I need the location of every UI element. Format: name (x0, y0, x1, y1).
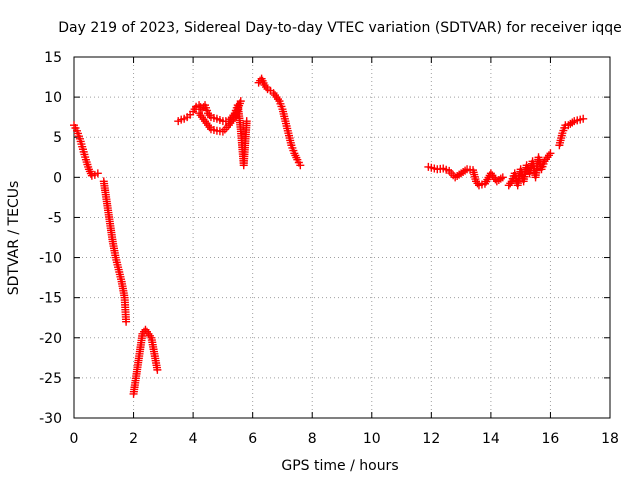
y-tick-label: -10 (39, 251, 62, 267)
data-point (93, 169, 102, 178)
y-tick-label: 10 (44, 90, 62, 106)
x-tick-label: 14 (482, 431, 500, 447)
x-tick-label: 2 (129, 431, 138, 447)
y-tick-label: -25 (39, 371, 62, 387)
y-tick-label: 15 (44, 50, 62, 66)
series-8 (504, 149, 555, 190)
plot-frame (73, 56, 611, 419)
x-tick-label: 6 (248, 431, 257, 447)
series-4 (174, 101, 251, 170)
data-points (70, 74, 588, 398)
series-9 (555, 114, 588, 150)
x-tick-label: 10 (363, 431, 381, 447)
grid-lines (74, 57, 610, 418)
y-tick-label: -15 (39, 291, 62, 307)
series-1 (70, 121, 102, 180)
data-point (579, 114, 588, 123)
data-point (498, 173, 507, 182)
y-tick-label: -30 (39, 411, 62, 427)
series-3 (129, 325, 162, 398)
x-tick-label: 18 (601, 431, 619, 447)
data-point (153, 365, 162, 374)
data-point (546, 149, 555, 158)
x-tick-label: 0 (70, 431, 79, 447)
series-5 (195, 97, 245, 136)
axis-ticks: 0 2 4 6 8 10 12 14 16 18 15 10 5 0 -5 -10 -15 -20 -25 -30 (39, 50, 619, 447)
series-7 (424, 162, 507, 190)
chart-title: Day 219 of 2023, Sidereal Day-to-day VTE… (58, 20, 622, 36)
x-tick-label: 12 (422, 431, 440, 447)
y-tick-label: 0 (53, 170, 62, 186)
data-point (296, 161, 305, 170)
data-point (122, 317, 131, 326)
y-tick-label: -20 (39, 331, 62, 347)
series-2 (99, 177, 131, 326)
x-tick-label: 4 (189, 431, 198, 447)
data-point (242, 117, 251, 126)
x-tick-label: 16 (542, 431, 560, 447)
y-axis-label: SDTVAR / TECUs (6, 181, 22, 296)
x-axis-label: GPS time / hours (281, 458, 398, 474)
y-tick-label: -5 (48, 210, 62, 226)
y-tick-label: 5 (53, 130, 62, 146)
data-point (236, 97, 245, 106)
series-6 (254, 74, 305, 170)
x-tick-label: 8 (308, 431, 317, 447)
